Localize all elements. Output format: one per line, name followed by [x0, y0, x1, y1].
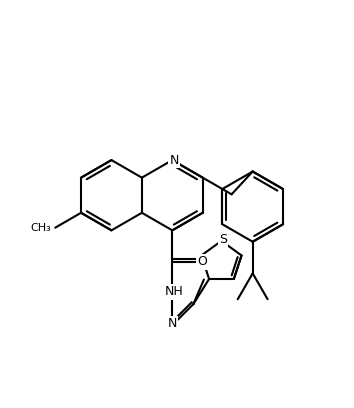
- Text: CH₃: CH₃: [30, 223, 51, 233]
- Text: O: O: [197, 255, 207, 268]
- Text: S: S: [219, 233, 227, 246]
- Text: N: N: [167, 317, 177, 330]
- Text: N: N: [169, 153, 179, 166]
- Text: NH: NH: [165, 285, 183, 298]
